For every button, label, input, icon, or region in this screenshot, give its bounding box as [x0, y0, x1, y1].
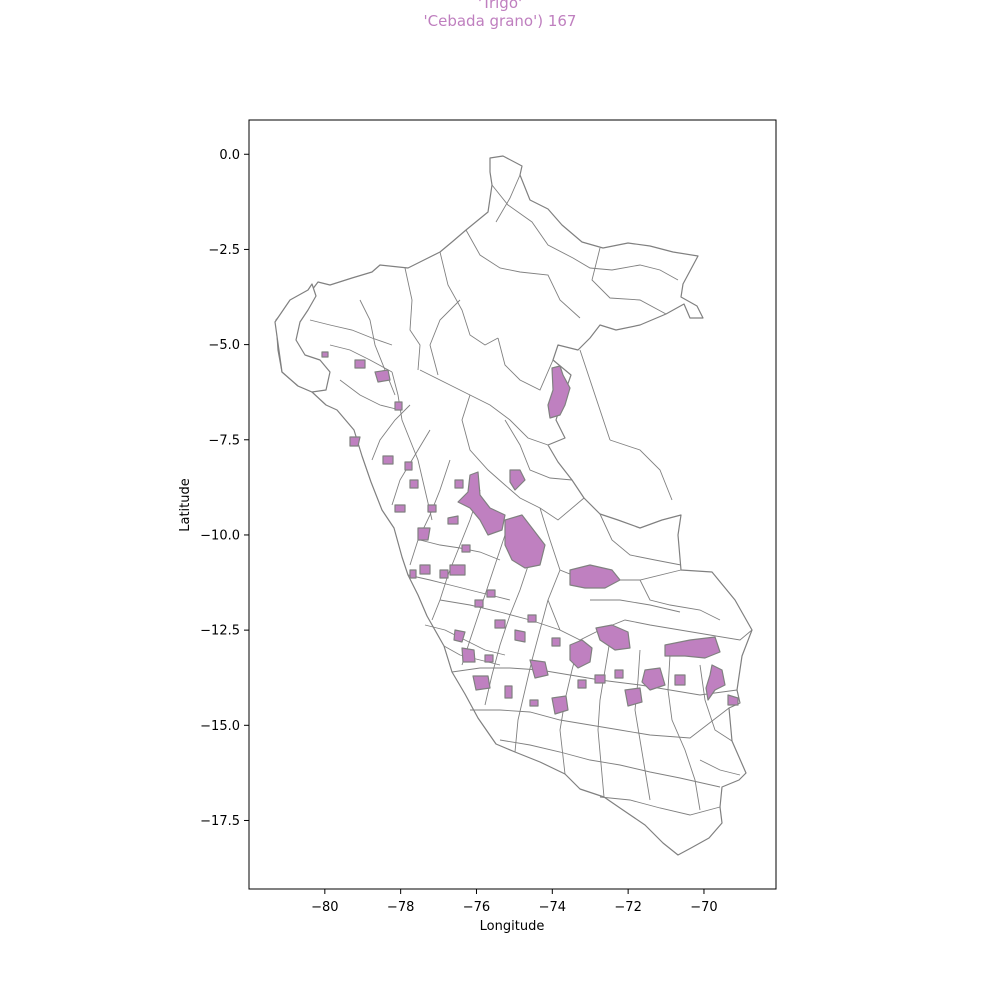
y-tick-label: −2.5: [208, 243, 240, 258]
highlighted-districts: [321, 351, 739, 715]
x-tick-label: −70: [690, 900, 717, 915]
title-line-2: 'Cebada grano') 167: [423, 12, 577, 30]
y-axis-label: Latitude: [178, 478, 193, 532]
map-title: 'Trigo' 'Cebada grano') 167: [0, 0, 1000, 30]
y-tick-label: −7.5: [208, 433, 240, 448]
north-coast-region: [274, 283, 331, 393]
y-tick-label: −15.0: [200, 719, 240, 734]
y-axis: 0.0 −2.5 −5.0 −7.5 −10.0 −12.5 −15.0 −17.5: [200, 148, 249, 829]
axes-frame: [248, 119, 777, 890]
peru-district-map: [274, 155, 753, 856]
country-outline: [275, 155, 753, 856]
y-tick-label: −5.0: [208, 338, 240, 353]
y-tick-label: −10.0: [200, 528, 240, 543]
x-tick-label: −74: [539, 900, 566, 915]
district-boundaries: [309, 174, 753, 816]
x-axis-label: Longitude: [480, 919, 545, 934]
y-tick-label: 0.0: [219, 148, 240, 163]
title-line-1: 'Trigo': [477, 0, 523, 12]
x-tick-label: −80: [311, 900, 338, 915]
x-axis: −80 −78 −76 −74 −72 −70: [311, 889, 718, 915]
x-tick-label: −72: [614, 900, 641, 915]
x-tick-label: −76: [463, 900, 490, 915]
y-tick-label: −17.5: [200, 814, 240, 829]
x-tick-label: −78: [387, 900, 414, 915]
y-tick-label: −12.5: [200, 624, 240, 639]
